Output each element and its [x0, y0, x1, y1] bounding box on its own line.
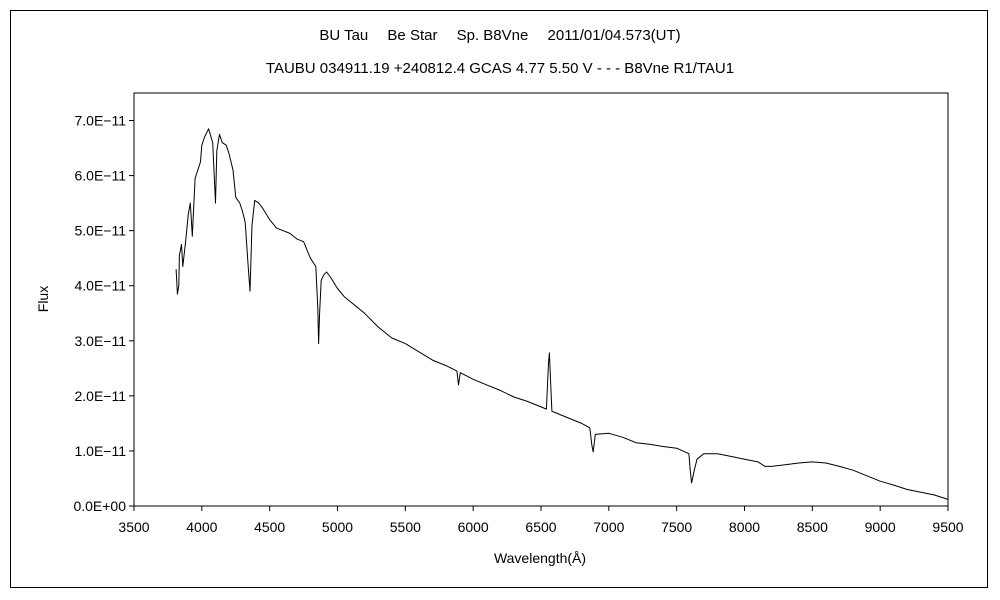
x-tick-label: 3500	[118, 519, 149, 535]
y-tick-label: 3.0E−11	[74, 333, 126, 349]
series-layer	[175, 128, 949, 500]
chart-frame	[10, 10, 988, 588]
y-axis-title: Flux	[35, 286, 51, 312]
x-tick-label: 5000	[322, 519, 353, 535]
x-tick-label: 8000	[729, 519, 760, 535]
chart-subtitle: TAUBU 034911.19 +240812.4 GCAS 4.77 5.50…	[266, 60, 734, 77]
x-tick-label: 5500	[390, 519, 421, 535]
series-line	[175, 128, 949, 500]
x-tick-label: 6500	[525, 519, 556, 535]
x-tick-label: 7500	[661, 519, 692, 535]
x-tick-label: 4000	[186, 519, 217, 535]
x-tick-label: 4500	[254, 519, 285, 535]
y-tick-label: 7.0E−11	[74, 113, 126, 129]
x-tick-label: 9000	[865, 519, 896, 535]
x-tick-label: 7000	[593, 519, 624, 535]
x-axis-title: Wavelength(Å)	[494, 550, 586, 566]
x-tick-label: 8500	[797, 519, 828, 535]
y-tick-label: 1.0E−11	[74, 443, 126, 459]
x-tick-label: 9500	[932, 519, 963, 535]
y-axis: 0.0E+00 1.0E−11 2.0E−11 3.0E−11 4.0E−11 5.0E−…	[73, 113, 134, 514]
x-axis: 3500 4000 4500 5000 5500 6000 6500 7000 7500 8000…	[118, 506, 964, 535]
y-tick-label: 4.0E−11	[74, 278, 126, 294]
y-tick-label: 6.0E−11	[74, 168, 126, 184]
y-tick-label: 5.0E−11	[74, 223, 126, 239]
chart-title: BU Tau Be Star Sp. B8Vne 2011/01/04.573(…	[319, 27, 680, 44]
y-tick-label: 0.0E+00	[73, 498, 126, 514]
y-tick-label: 2.0E−11	[74, 388, 126, 404]
plot-area	[133, 92, 949, 507]
x-tick-label: 6000	[458, 519, 489, 535]
